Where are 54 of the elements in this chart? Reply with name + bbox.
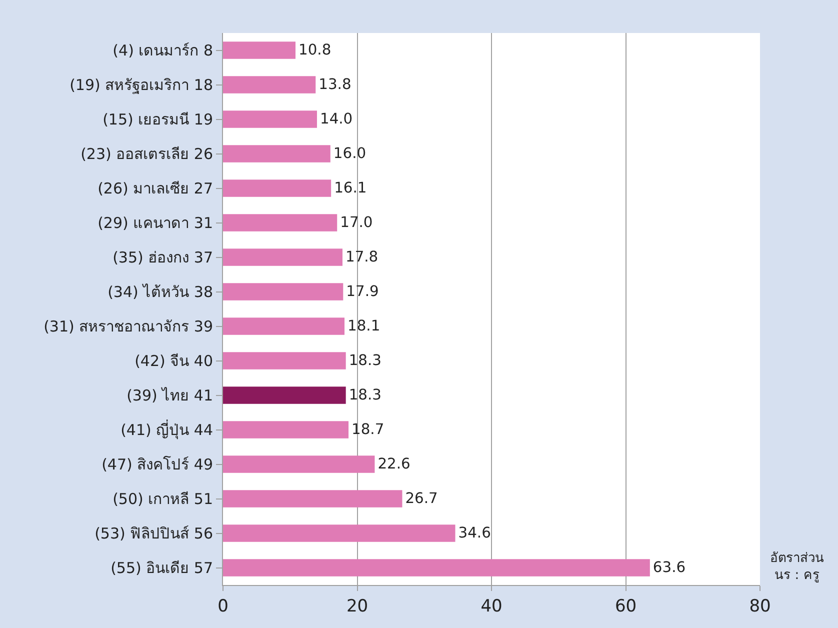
- bar: [223, 248, 342, 266]
- x-tick-label: 80: [749, 596, 771, 616]
- bar: [223, 386, 346, 404]
- bar: [223, 524, 456, 542]
- bar: [223, 145, 330, 162]
- data-label: 26.7: [405, 490, 438, 508]
- bar: [223, 42, 296, 59]
- x-tick-label: 0: [218, 596, 228, 616]
- bar: [223, 421, 349, 438]
- bar: [223, 76, 316, 94]
- data-label: 17.0: [340, 214, 373, 232]
- y-tick-label: (15) เยอรมนี 19: [102, 110, 213, 128]
- data-label: 63.6: [652, 559, 686, 576]
- y-tick-label: (39) ไทย 41: [126, 386, 213, 404]
- bar: [223, 456, 375, 473]
- y-tick-label: (41) ญี่ปุ่น 44: [120, 419, 213, 440]
- x-tick-label: 60: [614, 596, 637, 616]
- y-tick-label: (4) เดนมาร์ก 8: [112, 42, 213, 60]
- y-tick-label: (19) สหรัฐอเมริกา 18: [70, 76, 213, 94]
- data-label: 16.0: [333, 145, 366, 162]
- x-tick-label: 20: [346, 596, 368, 616]
- y-tick-label: (42) จีน 40: [134, 352, 213, 370]
- data-label: 10.8: [298, 42, 332, 59]
- y-tick-label: (35) ฮ่องกง 37: [112, 248, 213, 266]
- data-label: 18.3: [348, 352, 382, 370]
- x-axis-title: อัตราส่วน นร : ครู: [770, 551, 824, 583]
- bar: [223, 214, 338, 232]
- data-label: 34.6: [458, 524, 491, 542]
- y-tick-label: (34) ไต้หวัน 38: [108, 283, 213, 301]
- bar: [223, 559, 650, 576]
- y-tick-label: (47) สิงคโปร์ 49: [102, 456, 213, 474]
- y-tick-label: (55) อินเดีย 57: [110, 559, 213, 577]
- data-label: 13.8: [318, 76, 352, 94]
- data-label: 16.1: [334, 180, 367, 197]
- bar: [223, 352, 346, 370]
- data-label: 17.9: [346, 283, 379, 300]
- bar: [223, 110, 317, 128]
- data-label: 18.3: [348, 386, 382, 404]
- y-tick-label: (23) ออสเตรเลีย 26: [80, 145, 213, 163]
- data-label: 17.8: [345, 248, 378, 266]
- data-label: 14.0: [320, 110, 353, 128]
- data-label: 18.7: [352, 421, 384, 438]
- bar: [223, 318, 344, 335]
- data-label: 18.1: [348, 318, 380, 335]
- y-tick-label: (26) มาเลเซีย 27: [98, 180, 213, 198]
- y-tick-label: (53) ฟิลิปปินส์ 56: [94, 524, 213, 542]
- bar: [223, 180, 332, 197]
- x-tick-label: 40: [480, 596, 502, 616]
- y-tick-label: (50) เกาหลี 51: [112, 490, 213, 508]
- y-tick-label: (31) สหราชอาณาจักร 39: [44, 318, 213, 336]
- bar: [223, 283, 344, 300]
- bar: [223, 490, 402, 508]
- data-label: 22.6: [378, 456, 410, 473]
- y-tick-label: (29) แคนาดา 31: [98, 214, 213, 232]
